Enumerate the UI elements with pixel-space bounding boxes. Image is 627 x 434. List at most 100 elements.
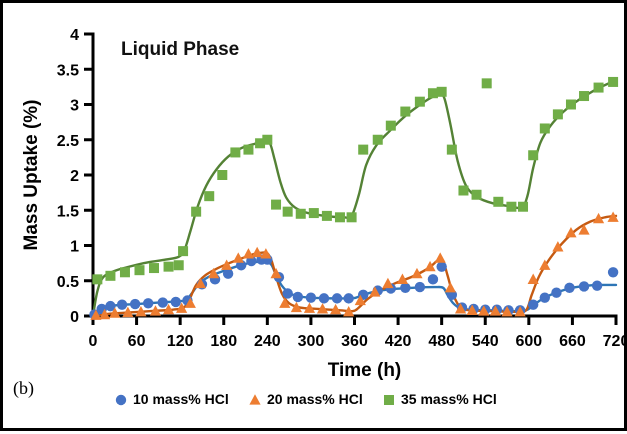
data-point-square — [163, 261, 174, 272]
legend-marker-square — [384, 395, 394, 405]
data-point-circle — [143, 298, 154, 309]
data-point-triangle — [232, 252, 244, 263]
data-point-triangle — [369, 286, 381, 297]
data-point-triangle — [396, 273, 409, 284]
chart-canvas: 0 0.5 1 1.5 2 2.5 3 3.5 4 0 60 120 180 240 300 360 420 48… — [21, 27, 627, 407]
y-tick-label: 1.5 — [57, 203, 79, 220]
data-point-square — [271, 199, 282, 210]
data-point-square — [565, 99, 576, 110]
data-point-square — [372, 134, 383, 145]
data-point-square — [385, 120, 396, 131]
data-point-circle — [331, 293, 343, 304]
data-point-circle — [414, 281, 426, 293]
data-point-circle — [318, 293, 330, 304]
data-point-square — [173, 260, 184, 271]
data-point-triangle — [592, 212, 605, 224]
data-point-triangle — [527, 273, 539, 284]
data-point-square — [262, 134, 273, 145]
data-point-square — [243, 144, 254, 155]
y-axis-title: Mass Uptake (%) — [21, 100, 42, 251]
data-point-circle — [170, 296, 182, 308]
data-point-triangle — [478, 305, 490, 316]
data-point-square — [358, 144, 369, 155]
legend-label: 20 mass% HCl — [267, 391, 363, 407]
y-tick-label: 4 — [70, 27, 79, 44]
data-point-square — [528, 150, 539, 161]
data-point-square — [178, 246, 189, 257]
x-tick-label: 660 — [559, 333, 586, 350]
x-tick-label: 240 — [254, 333, 281, 350]
x-tick-label: 60 — [128, 333, 146, 350]
data-point-triangle — [279, 297, 291, 308]
data-point-square — [105, 270, 116, 281]
x-tick-label: 120 — [167, 333, 194, 350]
data-point-square — [400, 106, 411, 117]
data-point-triangle — [411, 267, 423, 279]
data-point-square — [92, 274, 103, 285]
data-point-square — [518, 201, 529, 212]
data-point-square — [149, 263, 160, 274]
data-point-triangle — [162, 303, 175, 315]
data-point-triangle — [135, 305, 147, 317]
data-point-circle — [222, 268, 234, 279]
data-point-triangle — [149, 305, 162, 316]
data-point-square — [346, 212, 357, 223]
data-point-square — [191, 206, 202, 217]
data-point-triangle — [565, 227, 577, 238]
data-point-square — [119, 267, 130, 278]
data-point-triangle — [242, 248, 255, 259]
data-point-square — [579, 91, 590, 102]
x-tick-label: 180 — [210, 333, 237, 350]
data-point-square — [308, 208, 319, 219]
x-tick-label: 420 — [385, 333, 412, 350]
data-point-circle — [607, 267, 619, 278]
data-point-circle — [527, 299, 539, 310]
data-point-circle — [343, 293, 354, 304]
data-point-triangle — [316, 303, 329, 314]
y-tick-label: 3 — [70, 98, 79, 115]
data-point-circle — [539, 292, 551, 303]
data-point-circle — [564, 282, 575, 293]
data-point-circle — [436, 261, 447, 272]
data-point-circle — [105, 300, 116, 312]
data-point-square — [204, 191, 215, 202]
x-tick-label: 720 — [603, 333, 627, 350]
data-point-triangle — [466, 304, 478, 315]
panel-label-container: (b) — [13, 378, 34, 399]
data-point-triangle — [330, 303, 342, 315]
data-point-triangle — [424, 260, 436, 272]
x-axis-title: Time (h) — [328, 360, 402, 381]
panel-label: (b) — [13, 378, 34, 398]
data-point-circle — [400, 282, 411, 293]
data-point-triangle — [489, 305, 502, 316]
x-tick-label: 600 — [515, 333, 542, 350]
legend-label: 10 mass% HCl — [133, 391, 229, 407]
data-point-triangle — [434, 252, 446, 263]
data-point-circle — [157, 297, 168, 308]
y-tick-label: 0 — [70, 309, 79, 326]
data-point-triangle — [607, 211, 619, 222]
data-point-triangle — [454, 303, 467, 314]
data-point-triangle — [221, 259, 233, 270]
data-point-triangle — [194, 277, 207, 289]
y-tick-label: 2.5 — [57, 133, 79, 150]
x-tick-label: 0 — [89, 333, 98, 350]
legend-marker-circle — [115, 394, 127, 406]
y-tick-label: 0.5 — [57, 274, 79, 291]
data-point-triangle — [207, 267, 220, 279]
data-point-triangle — [514, 305, 526, 317]
data-point-square — [217, 170, 228, 180]
data-point-triangle — [552, 241, 564, 252]
data-point-square — [334, 212, 345, 223]
x-tick-label: 480 — [428, 333, 455, 350]
data-point-triangle — [109, 307, 121, 318]
legend-marker-triangle — [249, 394, 261, 405]
data-point-triangle — [290, 301, 302, 313]
data-point-triangle — [90, 309, 102, 320]
data-point-square — [295, 208, 306, 219]
data-point-triangle — [303, 302, 316, 313]
data-point-square — [134, 265, 145, 276]
data-point-square — [446, 144, 457, 155]
data-point-square — [493, 196, 504, 207]
